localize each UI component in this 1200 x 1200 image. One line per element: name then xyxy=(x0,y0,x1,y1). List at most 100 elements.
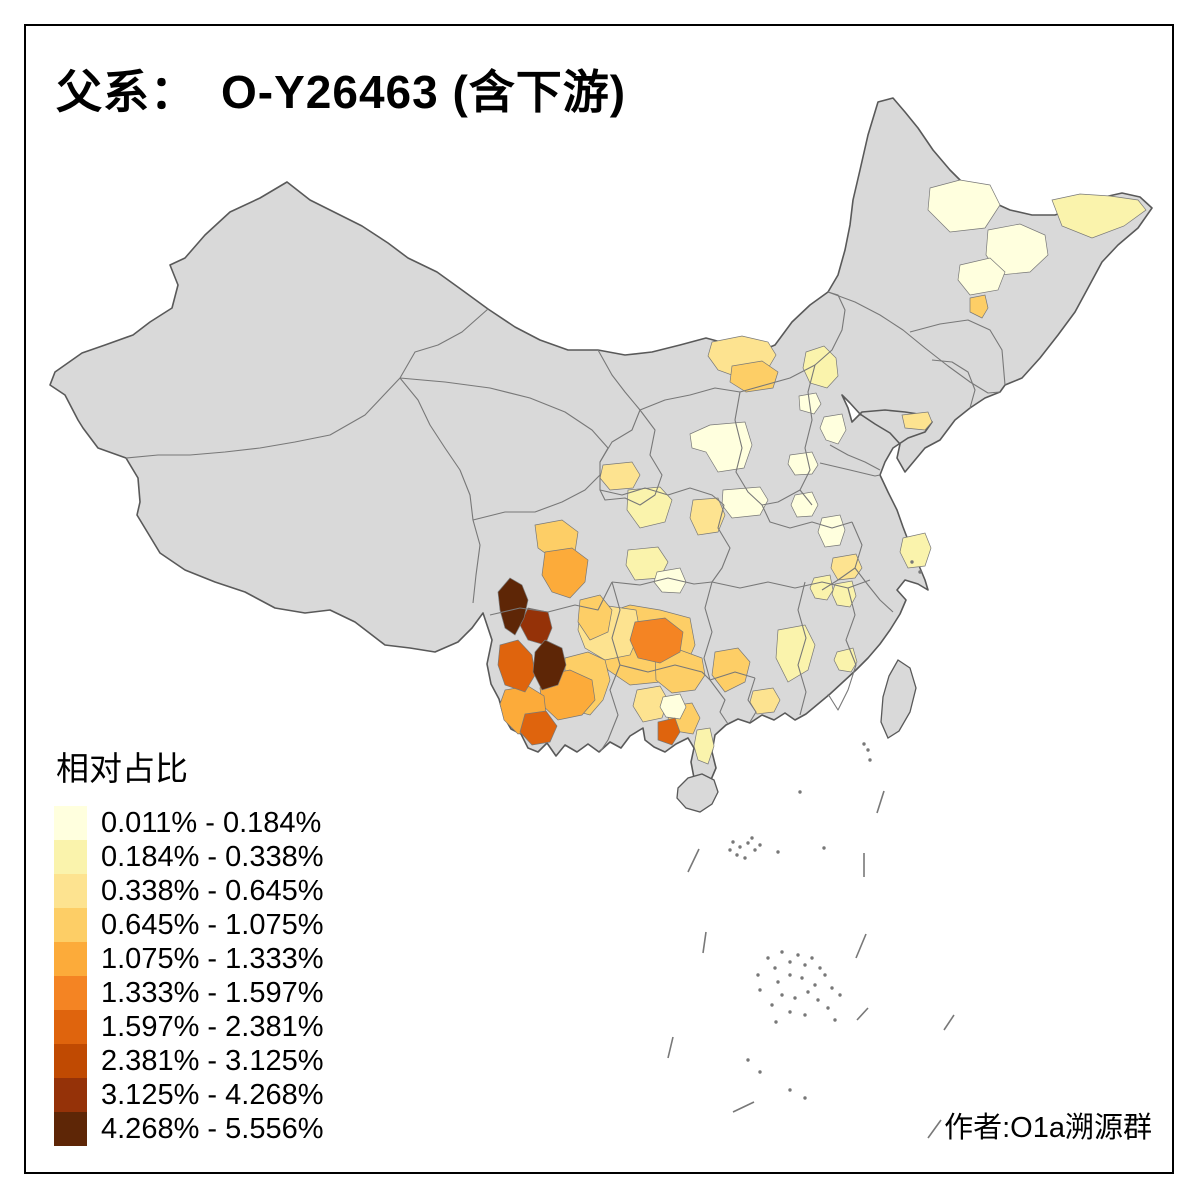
sea-island-dot xyxy=(823,973,827,977)
legend-swatch xyxy=(54,840,87,874)
province-border xyxy=(709,679,729,725)
province-border xyxy=(619,664,756,681)
map-region-central-yunnan-darkest xyxy=(532,639,567,691)
sea-island-dot xyxy=(774,1020,778,1024)
sea-island-dot xyxy=(862,742,866,746)
sea-island-dot xyxy=(735,853,739,857)
map-region-leizhou-pale xyxy=(693,727,715,765)
sea-island-dot xyxy=(728,848,732,852)
legend-class-row: 0.011% - 0.184% xyxy=(54,806,323,840)
sea-island-dot xyxy=(806,990,810,994)
sea-island-dot xyxy=(750,836,754,840)
sea-island-dot xyxy=(746,1058,750,1062)
map-region-west-yunnan xyxy=(497,639,536,693)
map-region-jilin-orange xyxy=(969,294,989,319)
nine-dash-segment xyxy=(702,931,707,954)
hainan-island xyxy=(676,773,719,813)
legend-swatch xyxy=(54,1044,87,1078)
sea-island-dot xyxy=(866,748,870,752)
nine-dash-segment xyxy=(927,1119,942,1139)
map-region-shanghai-suzhou xyxy=(899,532,932,569)
sea-island-dot xyxy=(743,856,747,860)
province-border xyxy=(711,504,731,583)
sea-island-dot xyxy=(770,1003,774,1007)
province-border xyxy=(611,577,713,586)
province-border xyxy=(734,391,801,506)
figure-title: 父系： O-Y26463 (含下游) xyxy=(56,66,627,118)
sea-island-dot xyxy=(780,993,784,997)
sea-island-dot xyxy=(910,560,914,564)
sea-island-dot xyxy=(798,790,802,794)
sea-island-dot xyxy=(918,570,922,574)
map-region-south-anhui xyxy=(830,553,863,581)
province-border xyxy=(827,291,1001,394)
map-region-nanning-dark xyxy=(657,717,681,746)
sea-island-dot xyxy=(868,758,872,762)
legend-class-label: 1.333% - 1.597% xyxy=(101,976,324,1009)
province-border xyxy=(599,581,621,753)
legend-title: 相对占比 xyxy=(56,750,188,787)
sea-island-dot xyxy=(826,1006,830,1010)
map-region-panzhihua xyxy=(541,547,589,599)
map-region-wenshan xyxy=(632,685,669,723)
legend-class-label: 0.645% - 1.075% xyxy=(101,908,324,941)
province-border xyxy=(599,487,725,506)
legend-swatch xyxy=(54,1078,87,1112)
sea-island-dot xyxy=(818,966,822,970)
sea-island-dot xyxy=(793,996,797,1000)
sea-island-dot xyxy=(738,845,742,849)
legend: 相对占比 0.011% - 0.184% 0.184% - 0.338% 0.338… xyxy=(54,742,323,1146)
legend-class-label: 0.011% - 0.184% xyxy=(101,806,322,839)
province-border xyxy=(821,567,856,591)
province-border xyxy=(931,359,976,409)
map-region-puer-xishuangbanna xyxy=(519,710,558,746)
sea-island-dot xyxy=(758,843,762,847)
legend-swatch xyxy=(54,806,87,840)
map-region-guangzhou xyxy=(749,687,781,715)
sea-island-dot xyxy=(803,963,807,967)
map-region-anhui-west xyxy=(817,514,846,548)
sea-island-dot xyxy=(756,973,760,977)
province-border xyxy=(639,291,846,411)
map-region-zhejiang-a xyxy=(809,574,834,601)
province-border xyxy=(797,581,807,716)
province-border xyxy=(599,409,663,506)
sea-island-dot xyxy=(816,998,820,1002)
map-region-sw-guangxi-cream xyxy=(659,693,687,720)
sea-island-dot xyxy=(838,993,842,997)
legend-class-label: 2.381% - 3.125% xyxy=(101,1044,324,1077)
map-region-qiqihar xyxy=(927,179,1001,233)
legend-class-row: 4.268% - 5.556% xyxy=(54,1112,323,1146)
nine-dash-segment xyxy=(855,933,867,959)
sea-island-dot xyxy=(813,983,817,987)
sea-island-dot xyxy=(788,1010,792,1014)
sea-island-dot xyxy=(822,846,826,850)
province-border xyxy=(829,444,881,471)
legend-class-row: 1.075% - 1.333% xyxy=(54,942,323,976)
map-region-changchun xyxy=(957,257,1006,296)
legend-class-label: 0.184% - 0.338% xyxy=(101,840,324,873)
sea-island-dot xyxy=(758,1070,762,1074)
sea-island-dot xyxy=(830,986,834,990)
map-region-yantai-weihai xyxy=(901,411,933,431)
map-region-nujiang-darkest xyxy=(497,577,529,636)
province-border xyxy=(909,319,1006,386)
nine-dash-segment xyxy=(687,848,700,873)
sea-island-dot xyxy=(753,848,757,852)
map-region-xiangyang xyxy=(790,491,819,518)
legend-class-label: 4.268% - 5.556% xyxy=(101,1112,324,1145)
sea-island-dot xyxy=(800,976,804,980)
map-region-hanzhong-cream xyxy=(721,486,769,519)
sea-island-dot xyxy=(833,1018,837,1022)
map-region-shanxi-shaanxi-cream xyxy=(689,421,753,473)
legend-class-row: 0.338% - 0.645% xyxy=(54,874,323,908)
province-border xyxy=(827,587,857,711)
legend-class-row: 3.125% - 4.268% xyxy=(54,1078,323,1112)
province-border xyxy=(399,377,609,463)
province-border xyxy=(747,677,757,723)
sea-island-dot xyxy=(810,956,814,960)
legend-swatch xyxy=(54,976,87,1010)
sea-island-dot xyxy=(758,988,762,992)
sea-island-dot xyxy=(766,956,770,960)
